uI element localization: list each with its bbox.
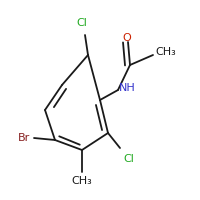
Text: NH: NH bbox=[119, 83, 136, 93]
Text: Br: Br bbox=[18, 133, 30, 143]
Text: Cl: Cl bbox=[123, 154, 134, 164]
Text: Cl: Cl bbox=[77, 18, 87, 28]
Text: CH₃: CH₃ bbox=[155, 47, 176, 57]
Text: O: O bbox=[122, 33, 131, 43]
Text: CH₃: CH₃ bbox=[72, 176, 92, 186]
